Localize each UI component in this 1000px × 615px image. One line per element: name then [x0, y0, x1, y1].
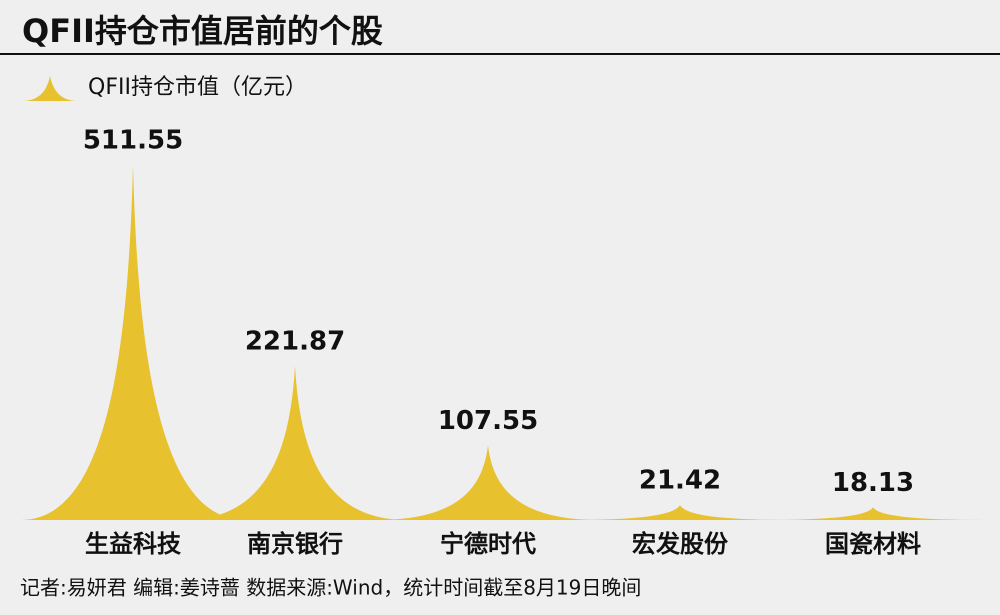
x-tick-label: 宏发股份	[632, 530, 729, 558]
x-tick-label: 国瓷材料	[825, 530, 921, 558]
spike	[376, 445, 600, 520]
value-label: 107.55	[438, 406, 538, 436]
chart-title: QFII持仓市值居前的个股	[22, 12, 383, 50]
spike	[183, 366, 407, 520]
spike	[568, 505, 792, 520]
spike	[21, 165, 245, 520]
spike	[761, 507, 985, 520]
value-label: 18.13	[832, 468, 914, 498]
value-label: 221.87	[245, 327, 345, 357]
x-tick-label: 南京银行	[247, 530, 343, 558]
legend-label: QFII持仓市值（亿元）	[88, 75, 307, 100]
footer: 记者:易妍君 编辑:姜诗蔷 数据来源:Wind，统计时间截至8月19日晚间	[20, 576, 641, 600]
x-tick-label: 宁德时代	[440, 530, 536, 558]
value-label: 21.42	[639, 466, 721, 496]
x-tick-label: 生益科技	[85, 530, 182, 558]
legend-icon	[22, 76, 78, 101]
value-label: 511.55	[83, 126, 183, 156]
